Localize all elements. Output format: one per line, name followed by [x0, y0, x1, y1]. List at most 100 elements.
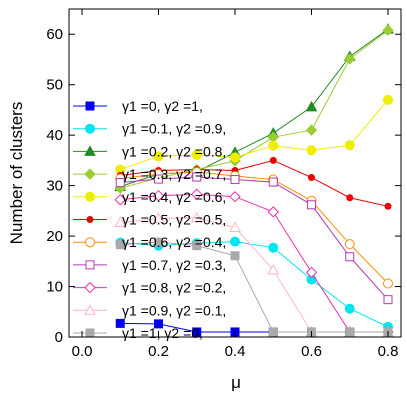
data-point: [190, 211, 203, 223]
legend-entry-6: γ1 =0.5, γ2 =0.5,: [73, 212, 226, 228]
legend-marker: [85, 260, 95, 270]
y-tick-label: 30: [46, 178, 63, 195]
legend-entry-10: γ1 =0.9, γ2 =0.1,: [73, 302, 226, 318]
legend-marker: [85, 328, 95, 338]
legend-marker: [84, 168, 96, 180]
data-point: [308, 174, 315, 182]
data-point: [153, 151, 164, 162]
data-point: [267, 206, 279, 218]
legend-label: γ1 =0.2, γ2 =0.8,: [122, 143, 226, 159]
data-point: [191, 149, 202, 160]
data-point: [154, 319, 163, 329]
data-point: [229, 221, 241, 232]
data-point: [229, 191, 241, 203]
legend-marker: [85, 237, 95, 248]
legend-label: γ1 =0.7, γ2 =0.3,: [122, 257, 226, 273]
legend-entry-3: γ1 =0.2, γ2 =0.8,: [73, 143, 226, 159]
data-point: [115, 178, 125, 188]
legend-marker: [85, 191, 95, 202]
series-line: [120, 29, 389, 189]
legend-label: γ1 =0.9, γ2 =0.1,: [122, 302, 226, 318]
y-tick-label: 50: [46, 77, 63, 94]
data-point: [383, 278, 393, 289]
y-tick-label: 10: [46, 279, 63, 296]
data-point: [305, 266, 318, 279]
series-line: [120, 176, 389, 300]
legend-marker: [84, 281, 96, 294]
data-point: [268, 140, 279, 151]
series-line: [120, 241, 389, 328]
data-point: [383, 295, 393, 305]
legend-label: γ1 =0.8, γ2 =0.2,: [122, 280, 226, 296]
series-line: [120, 171, 389, 284]
data-point: [305, 124, 318, 136]
series-line: [120, 193, 388, 333]
legend-marker: [85, 123, 95, 134]
axes: 0.0 0.2 0.4 0.6 0.8 0 10 20 30 40 50 60: [46, 9, 401, 360]
legend-marker: [84, 304, 96, 315]
y-tick-label: 20: [46, 228, 63, 245]
data-point: [152, 212, 165, 223]
data-point: [230, 152, 240, 163]
data-point: [344, 303, 355, 314]
data-point: [307, 200, 316, 210]
data-point: [382, 24, 394, 36]
legend-entry-2: γ1 =0.1, γ2 =0.9,: [73, 121, 226, 137]
legend-entry-8: γ1 =0.7, γ2 =0.3,: [73, 257, 226, 273]
legend-label: γ1 =1, γ2 =0,: [122, 325, 203, 341]
data-point: [344, 239, 355, 250]
legend-label: γ1 =0.5, γ2 =0.5,: [122, 212, 226, 228]
y-tick-label: 40: [46, 127, 63, 144]
legend-entry-1: γ1 =0, γ2 =1,: [73, 98, 203, 114]
y-tick-label: 0: [55, 329, 63, 346]
data-point: [191, 188, 203, 200]
legend-entry-4: γ1 =0.3, γ2 =0.7,: [73, 166, 226, 182]
data-point: [230, 251, 240, 261]
data-point: [383, 94, 393, 105]
data-point: [268, 177, 278, 187]
series-line: [120, 99, 389, 170]
data-point: [152, 190, 165, 202]
data-point: [114, 216, 127, 227]
data-point: [268, 242, 279, 253]
x-tick-label: 0.0: [72, 343, 93, 360]
data-point: [345, 327, 355, 337]
data-point: [344, 53, 356, 65]
data-point: [192, 172, 202, 182]
legend-label: γ1 =0, γ2 =1,: [122, 98, 203, 114]
legend-entry-11: γ1 =1, γ2 =0,: [73, 325, 203, 341]
data-point: [154, 174, 163, 184]
data-point: [344, 140, 355, 151]
x-tick-label: 0.4: [225, 343, 246, 360]
x-tick-label: 0.2: [148, 343, 169, 360]
data-point: [306, 145, 317, 156]
data-point: [115, 240, 125, 250]
data-point: [230, 175, 240, 185]
legend-entry-7: γ1 =0.6, γ2 =0.4,: [73, 234, 226, 250]
legend-marker: [85, 101, 95, 111]
data-point: [192, 327, 202, 337]
x-tick-label: 0.6: [301, 343, 322, 360]
x-tick-label: 0.8: [378, 343, 399, 360]
data-point: [114, 194, 126, 206]
y-axis-label: Number of clusters: [7, 102, 26, 245]
legend-entry-9: γ1 =0.8, γ2 =0.2,: [73, 280, 226, 296]
data-point: [345, 252, 355, 262]
series-line: [120, 241, 388, 333]
series-5: [115, 94, 393, 175]
data-point: [384, 202, 392, 210]
series-8: [115, 172, 393, 305]
data-point: [192, 241, 202, 251]
data-point: [267, 263, 280, 275]
data-point: [305, 100, 318, 112]
data-point: [230, 236, 240, 247]
legend-label: γ1 =0.3, γ2 =0.7,: [122, 166, 226, 182]
legend-label: γ1 =0.1, γ2 =0.9,: [122, 121, 226, 137]
data-point: [115, 318, 125, 328]
data-point: [268, 327, 278, 337]
series-line: [120, 159, 389, 207]
legend-marker: [86, 216, 94, 223]
series-layer: [114, 23, 394, 338]
